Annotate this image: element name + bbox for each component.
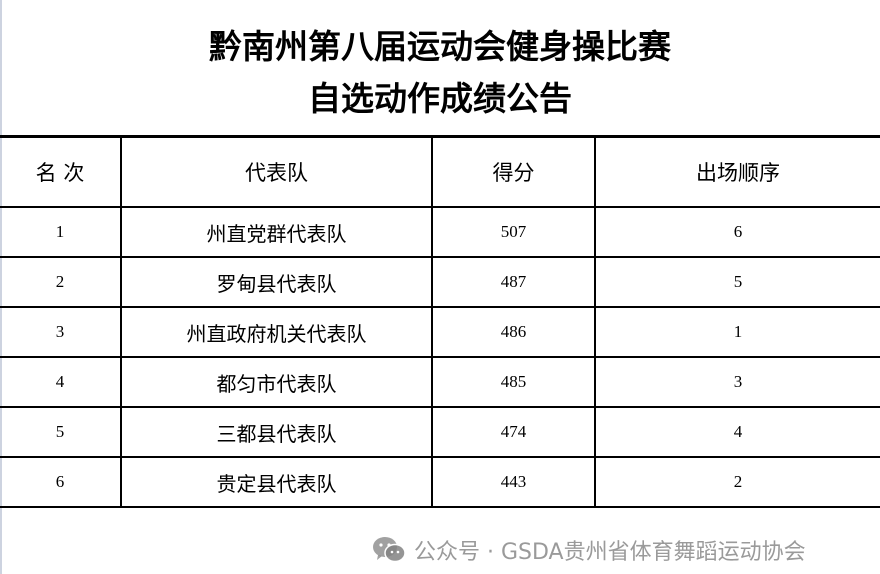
cell-team: 州直党群代表队 xyxy=(120,206,433,258)
cell-rank: 1 xyxy=(0,206,122,258)
cell-score: 474 xyxy=(431,406,596,458)
table-header-row: 名 次 代表队 得分 出场顺序 xyxy=(0,135,880,208)
title-line-2: 自选动作成绩公告 xyxy=(308,79,572,118)
cell-rank: 4 xyxy=(0,356,122,408)
table-row: 3 州直政府机关代表队 486 1 xyxy=(0,306,880,358)
table-row: 5 三都县代表队 474 4 xyxy=(0,406,880,458)
cell-rank: 5 xyxy=(0,406,122,458)
cell-score: 486 xyxy=(431,306,596,358)
cell-order: 5 xyxy=(594,256,880,308)
cell-score: 485 xyxy=(431,356,596,408)
wechat-icon xyxy=(373,537,406,563)
cell-team: 贵定县代表队 xyxy=(120,456,433,508)
header-score: 得分 xyxy=(431,135,596,208)
cell-order: 3 xyxy=(594,356,880,408)
header-team: 代表队 xyxy=(120,135,433,208)
cell-score: 487 xyxy=(431,256,596,308)
cell-order: 6 xyxy=(594,206,880,258)
title-line-1: 黔南州第八届运动会健身操比赛 xyxy=(209,27,671,66)
watermark: 公众号 · GSDA贵州省体育舞蹈运动协会 xyxy=(372,534,806,566)
header-rank: 名 次 xyxy=(0,135,122,208)
header-order: 出场顺序 xyxy=(594,135,880,208)
cell-score: 507 xyxy=(431,206,596,258)
table-row: 4 都匀市代表队 485 3 xyxy=(0,356,880,408)
cell-rank: 3 xyxy=(0,306,122,358)
table-row: 6 贵定县代表队 443 2 xyxy=(0,456,880,508)
cell-order: 1 xyxy=(594,306,880,358)
cell-order: 4 xyxy=(594,406,880,458)
cell-team: 罗甸县代表队 xyxy=(120,256,433,308)
cell-rank: 6 xyxy=(0,456,122,508)
watermark-text: 公众号 · GSDA贵州省体育舞蹈运动协会 xyxy=(414,540,806,565)
cell-team: 都匀市代表队 xyxy=(120,356,433,408)
table-row: 1 州直党群代表队 507 6 xyxy=(0,206,880,258)
cell-team: 州直政府机关代表队 xyxy=(120,306,433,358)
table-row: 2 罗甸县代表队 487 5 xyxy=(0,256,880,308)
cell-score: 443 xyxy=(431,456,596,508)
cell-rank: 2 xyxy=(0,256,122,308)
cell-team: 三都县代表队 xyxy=(120,406,433,458)
results-table: 名 次 代表队 得分 出场顺序 1 州直党群代表队 507 6 2 罗甸县代表队 487 5 3… xyxy=(0,135,880,508)
cell-order: 2 xyxy=(594,456,880,508)
